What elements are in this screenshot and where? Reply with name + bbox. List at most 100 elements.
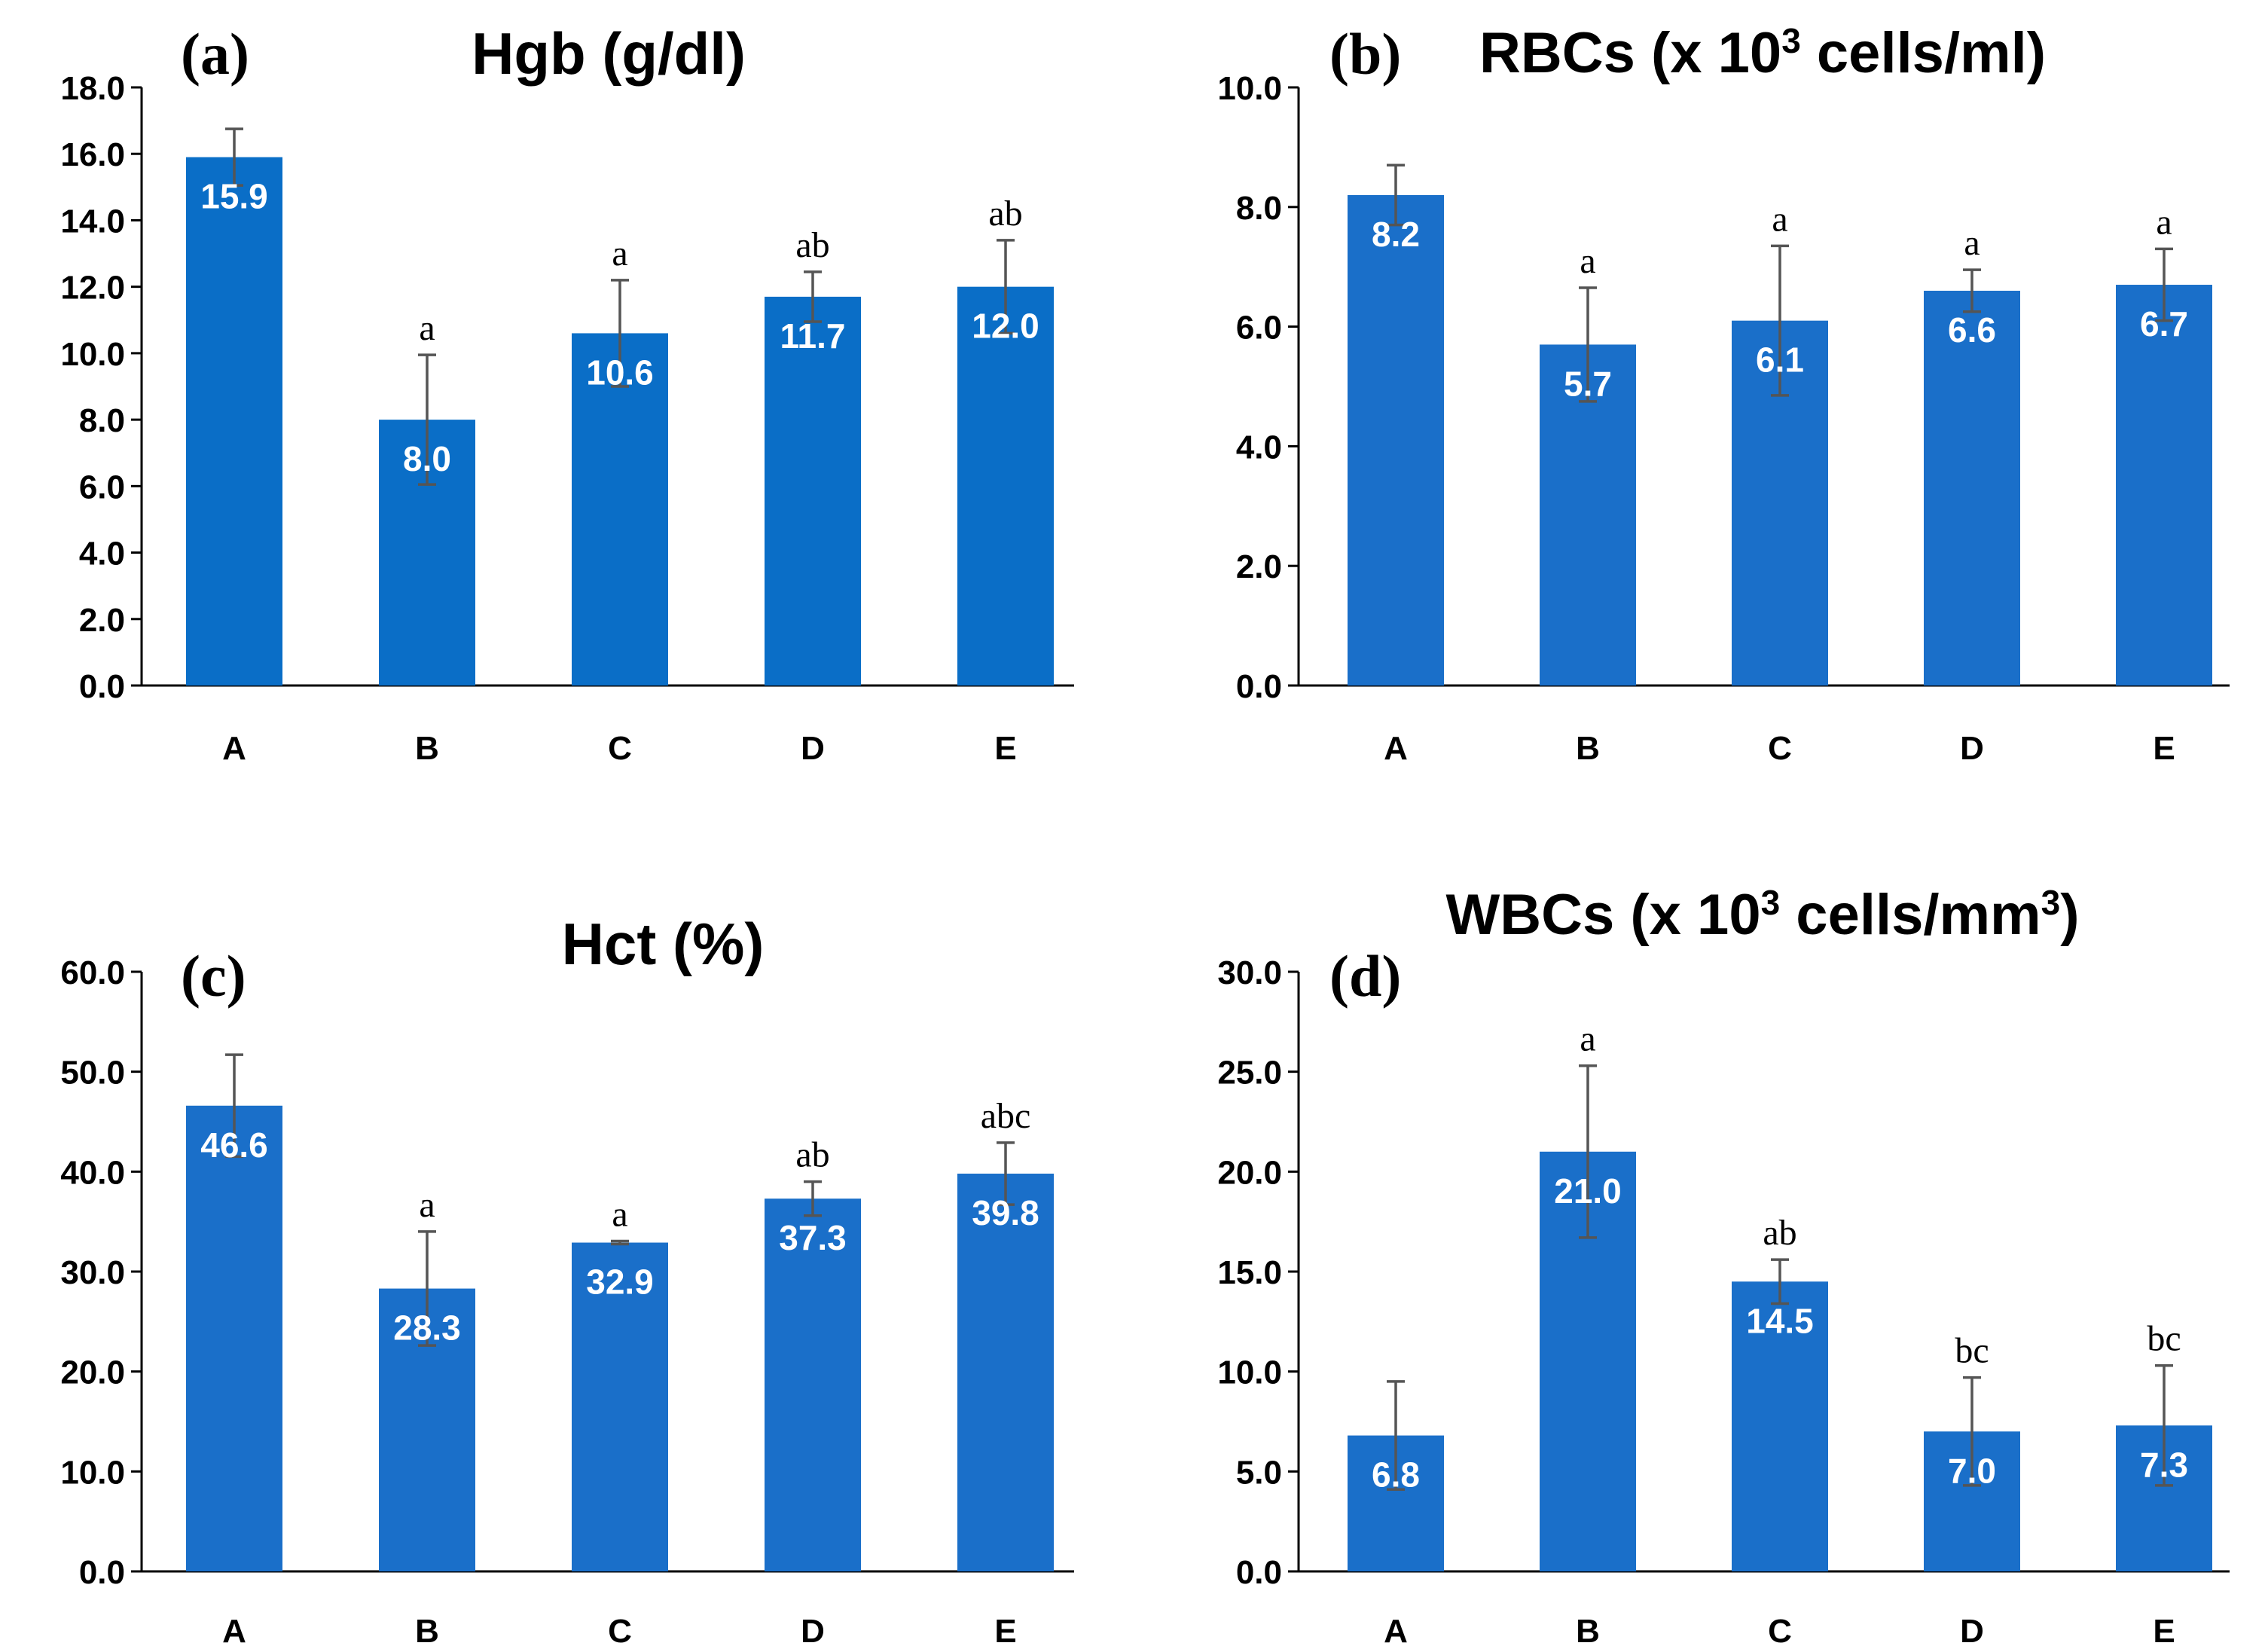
bar-a-A — [186, 157, 282, 686]
panel-label-c: (c) — [181, 943, 246, 1009]
y-tick-label-b: 0.0 — [1236, 668, 1282, 705]
y-tick-label-a: 0.0 — [79, 668, 125, 705]
data-label-d-E: 7.3 — [2140, 1445, 2188, 1484]
y-tick-label-a: 8.0 — [79, 402, 125, 439]
data-label-c-D: 37.3 — [779, 1218, 847, 1257]
category-label-a-D: D — [801, 730, 825, 767]
bar-c-D — [765, 1199, 861, 1571]
panel-label-d: (d) — [1329, 943, 1401, 1009]
bar-a-D — [765, 296, 861, 686]
y-tick-label-d: 25.0 — [1217, 1055, 1282, 1092]
y-tick-label-c: 20.0 — [60, 1354, 125, 1391]
category-label-b-E: E — [2153, 730, 2175, 767]
y-tick-label-a: 4.0 — [79, 536, 125, 573]
significance-label-c-C: a — [612, 1195, 627, 1235]
data-label-c-C: 32.9 — [586, 1263, 654, 1302]
y-tick-label-c: 30.0 — [60, 1254, 125, 1291]
data-label-d-A: 6.8 — [1372, 1455, 1420, 1495]
category-label-c-E: E — [994, 1613, 1016, 1650]
category-label-c-D: D — [801, 1613, 825, 1650]
category-label-c-A: A — [222, 1613, 246, 1650]
data-label-a-D: 11.7 — [780, 316, 846, 356]
y-tick-label-a: 2.0 — [79, 602, 125, 639]
category-label-b-C: C — [1768, 730, 1792, 767]
y-tick-label-a: 14.0 — [60, 203, 125, 240]
y-tick-label-a: 12.0 — [60, 270, 125, 307]
category-label-b-B: B — [1576, 730, 1600, 767]
y-tick-label-b: 10.0 — [1217, 70, 1282, 107]
data-label-c-B: 28.3 — [393, 1308, 461, 1348]
y-tick-label-c: 40.0 — [60, 1154, 125, 1191]
significance-label-d-E: bc — [2147, 1319, 2181, 1359]
significance-label-a-D: ab — [795, 225, 829, 265]
chart-title-d-sup: 3 — [1761, 883, 1781, 922]
data-label-a-E: 12.0 — [972, 307, 1039, 346]
y-tick-label-a: 18.0 — [60, 70, 125, 107]
chart-title-b-tail: cells/ml) — [1801, 21, 2046, 85]
data-label-b-C: 6.1 — [1756, 340, 1804, 380]
y-tick-label-b: 4.0 — [1236, 429, 1282, 466]
bar-b-A — [1348, 194, 1444, 686]
significance-label-d-B: a — [1580, 1019, 1595, 1059]
category-label-d-E: E — [2153, 1613, 2175, 1650]
data-label-a-B: 8.0 — [403, 439, 451, 478]
panel-c-hct: (c) Hct (%) 0.0 10.0 20.0 30.0 40.0 50.0 60.0 4… — [60, 911, 1074, 1650]
data-label-b-D: 6.6 — [1948, 310, 1996, 350]
bar-a-E — [957, 286, 1054, 686]
significance-label-b-D: a — [1964, 223, 1980, 263]
panel-b-rbcs: (b) RBCs (x 103 cells/ml) 0.0 2.0 4.0 6.0 8.… — [1217, 21, 2230, 767]
data-label-d-C: 14.5 — [1746, 1301, 1814, 1340]
panel-a-hgb: (a) Hgb (g/dl) 0.0 2.0 4.0 6.0 8.0 10.0 12.0 14… — [60, 20, 1074, 767]
chart-title-b-main: RBCs (x 10 — [1479, 21, 1781, 85]
bar-d-C — [1732, 1281, 1828, 1571]
significance-label-c-B: a — [419, 1185, 435, 1225]
y-tick-label-c: 60.0 — [60, 954, 125, 991]
chart-title-d-tail: cells/mm — [1780, 883, 2041, 947]
bar-c-C — [572, 1242, 668, 1571]
y-tick-label-a: 6.0 — [79, 469, 125, 505]
y-tick-label-b: 6.0 — [1236, 310, 1282, 347]
y-tick-label-b: 8.0 — [1236, 190, 1282, 227]
significance-label-d-D: bc — [1955, 1331, 1989, 1371]
chart-title-d-sup2: 3 — [2041, 883, 2061, 922]
significance-label-c-E: abc — [981, 1096, 1031, 1136]
significance-label-d-C: ab — [1763, 1213, 1796, 1253]
data-label-c-E: 39.8 — [972, 1193, 1039, 1232]
y-tick-label-a: 10.0 — [60, 336, 125, 373]
category-label-a-A: A — [222, 730, 246, 767]
category-label-d-D: D — [1960, 1613, 1984, 1650]
y-tick-label-d: 20.0 — [1217, 1154, 1282, 1191]
significance-label-b-E: a — [2156, 202, 2172, 242]
bar-c-A — [186, 1105, 282, 1571]
data-label-a-C: 10.6 — [586, 353, 654, 392]
chart-title-d: WBCs (x 103 cells/mm3) — [1445, 883, 2079, 947]
significance-label-c-D: ab — [795, 1135, 829, 1175]
data-label-d-D: 7.0 — [1948, 1451, 1996, 1490]
panel-label-a: (a) — [181, 21, 249, 87]
y-tick-label-a: 16.0 — [60, 136, 125, 173]
category-label-b-A: A — [1384, 730, 1408, 767]
bar-c-E — [957, 1173, 1054, 1571]
bar-b-D — [1924, 290, 2020, 686]
significance-label-b-C: a — [1772, 199, 1787, 239]
y-tick-label-d: 5.0 — [1236, 1454, 1282, 1491]
y-tick-label-c: 0.0 — [79, 1554, 125, 1591]
category-label-a-E: E — [994, 730, 1016, 767]
y-tick-label-b: 2.0 — [1236, 548, 1282, 585]
chart-title-a: Hgb (g/dl) — [472, 20, 746, 87]
data-label-a-A: 15.9 — [200, 177, 268, 216]
data-label-b-E: 6.7 — [2140, 304, 2188, 344]
significance-label-a-C: a — [612, 234, 627, 273]
chart-title-d-tail2: ) — [2060, 883, 2079, 947]
bar-a-C — [572, 333, 668, 686]
significance-label-a-E: ab — [988, 194, 1022, 234]
category-label-c-C: C — [608, 1613, 632, 1650]
y-tick-label-d: 30.0 — [1217, 954, 1282, 991]
significance-label-b-B: a — [1580, 241, 1595, 281]
panel-d-wbcs: (d) WBCs (x 103 cells/mm3) 0.05.010.015.… — [1217, 883, 2230, 1650]
data-label-b-B: 5.7 — [1564, 364, 1612, 403]
category-label-a-B: B — [415, 730, 439, 767]
category-label-a-C: C — [608, 730, 632, 767]
significance-label-a-B: a — [419, 308, 435, 348]
